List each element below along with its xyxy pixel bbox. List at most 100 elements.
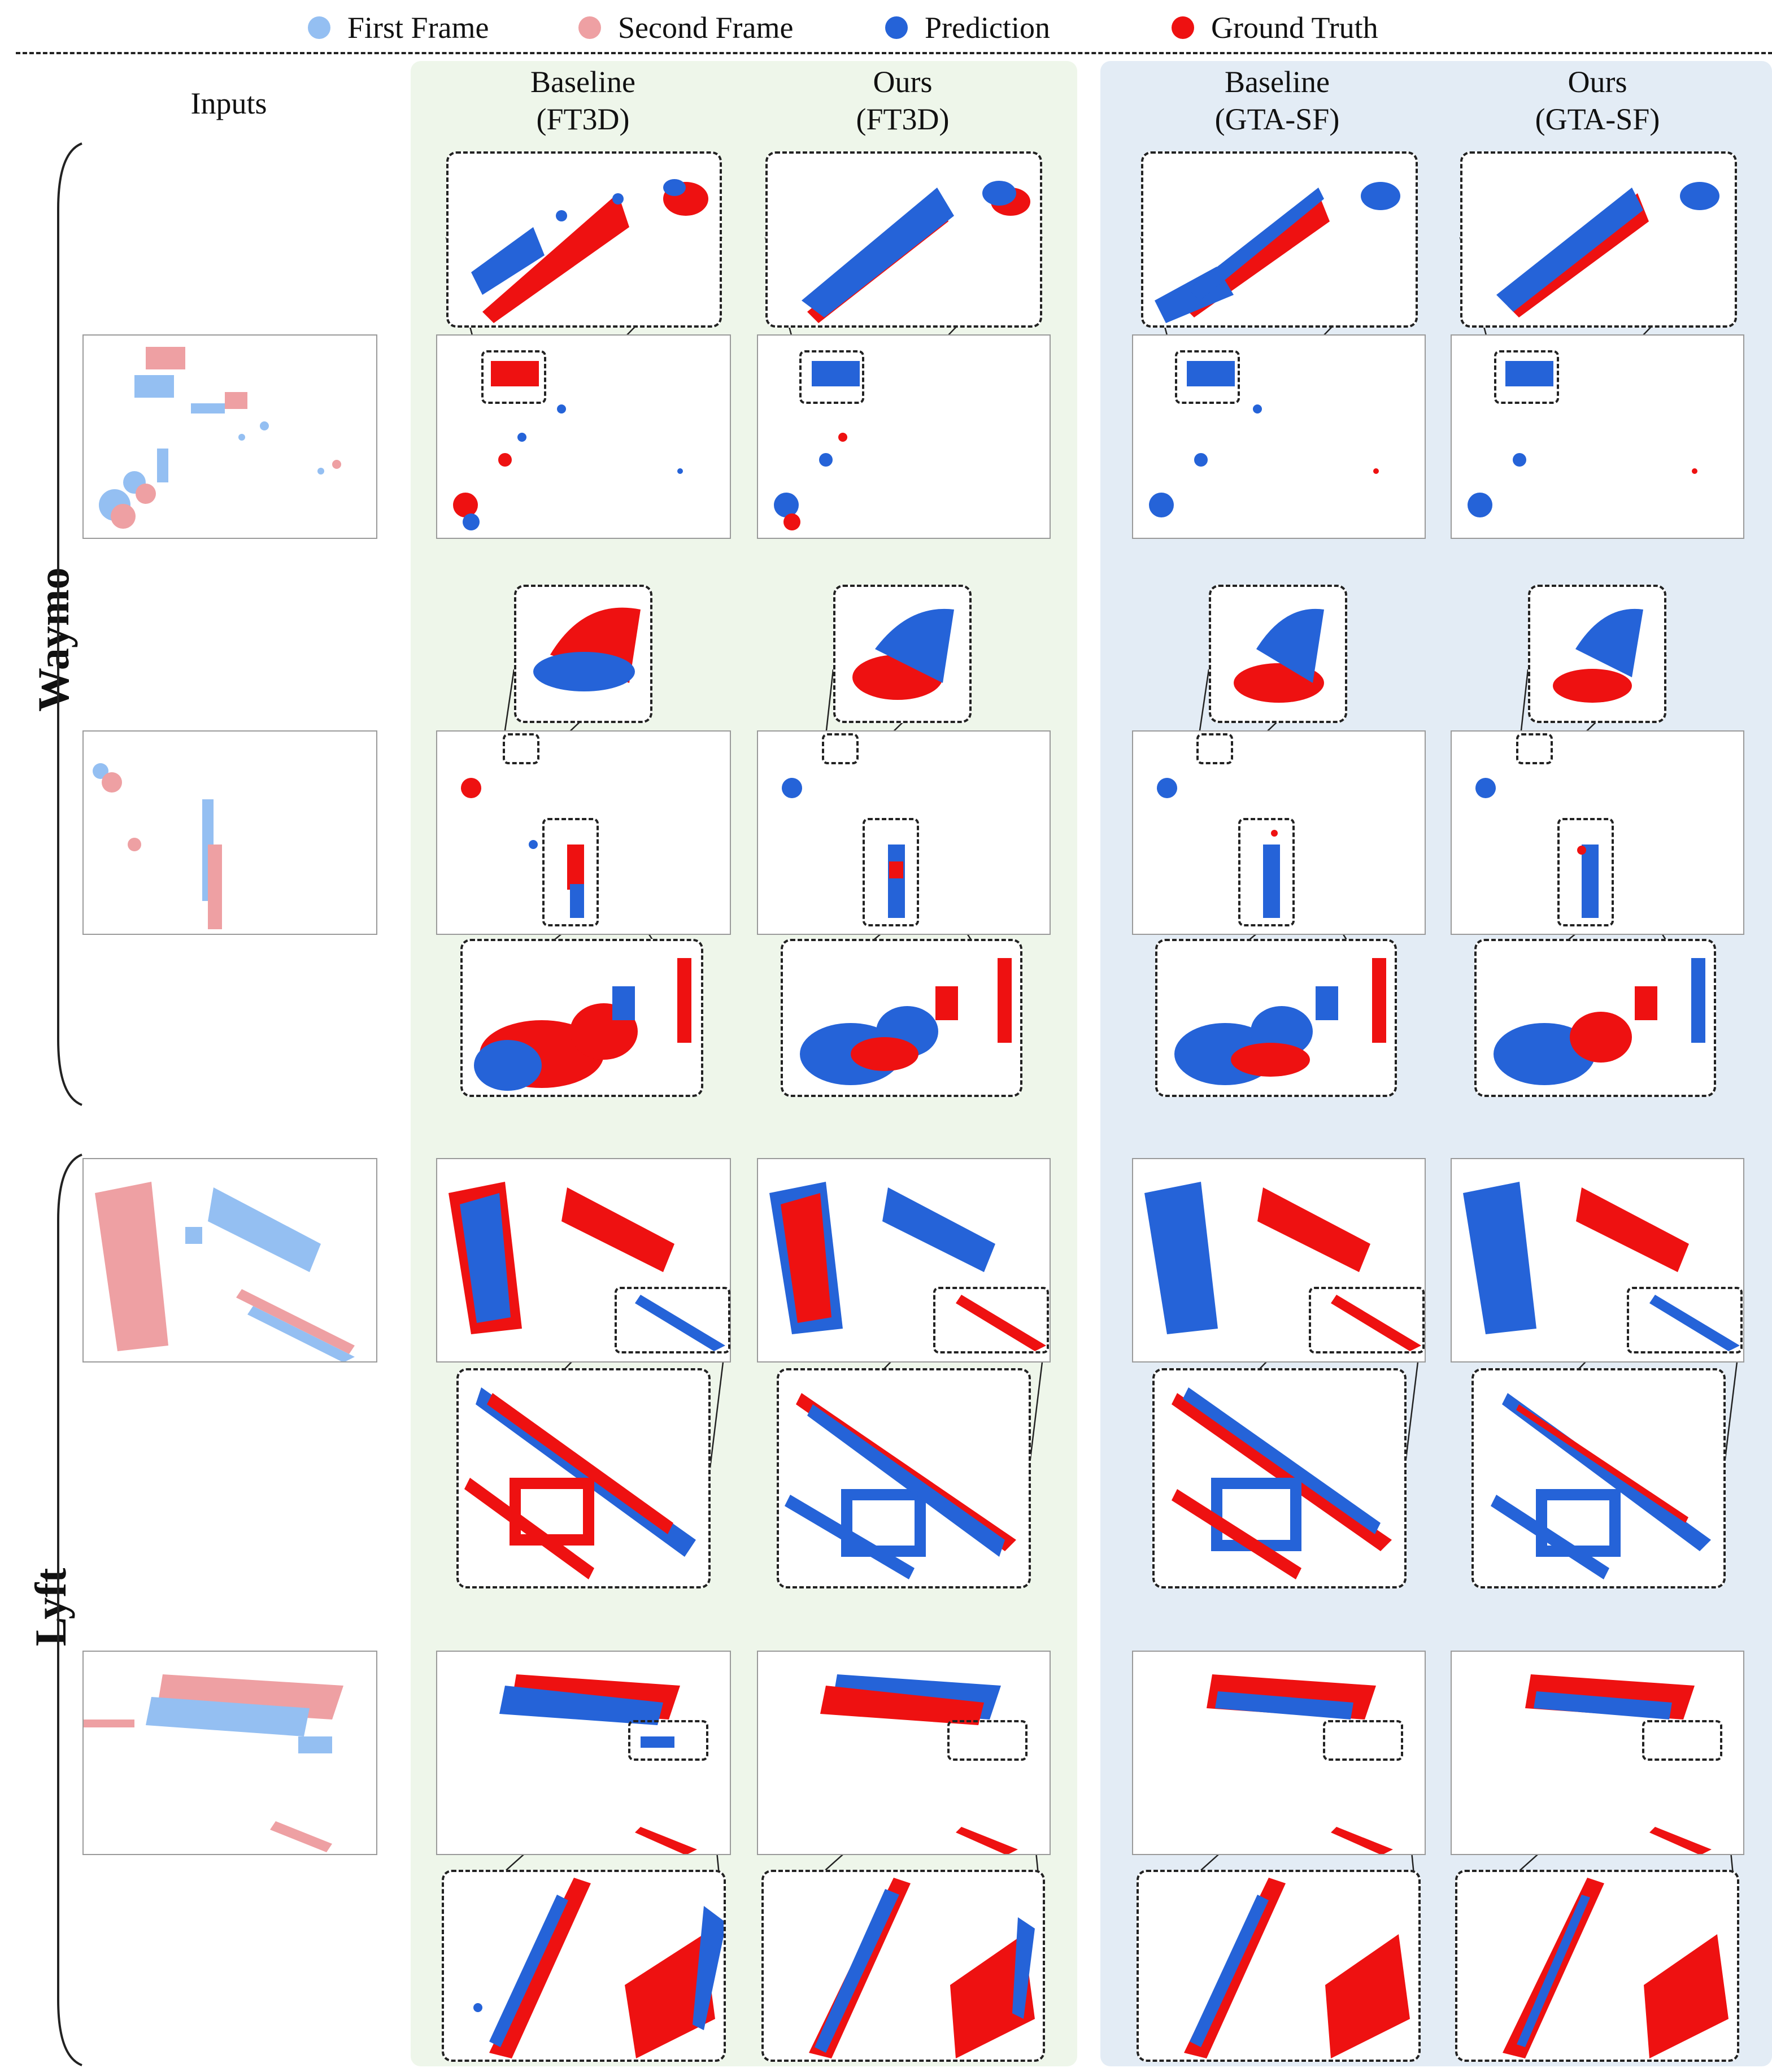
point-cloud-scene — [84, 1674, 343, 1852]
header-line: Ours — [1568, 65, 1627, 99]
waymo-2-ours-gta-roi-bottom — [1557, 818, 1614, 926]
waymo-1-ours-ft3d-roi — [799, 350, 864, 404]
legend-item-prediction: Prediction — [885, 8, 1050, 47]
lyft-1-baseline-ft3d-roi — [615, 1287, 730, 1353]
waymo-1-baseline-ft3d-roi — [481, 350, 546, 404]
waymo-1-ours-ft3d-image — [757, 334, 1051, 539]
lyft-brace — [57, 1153, 82, 2066]
zoom-point-cloud — [474, 958, 691, 1091]
waymo-2-baseline-gta-bottom-zoom — [1155, 939, 1397, 1097]
zoom-point-cloud — [471, 179, 708, 323]
waymo-1-baseline-gta-zoom — [1141, 151, 1418, 328]
lyft-1-baseline-gta-roi — [1309, 1287, 1425, 1353]
waymo-1-baseline-gta-image — [1132, 334, 1426, 539]
header-line: (GTA-SF) — [1535, 102, 1660, 136]
point-cloud-scene — [1475, 778, 1599, 918]
lyft-2-baseline-ft3d-roi — [628, 1720, 708, 1761]
prediction-dot-icon — [885, 16, 908, 39]
point-cloud-scene — [769, 1182, 1046, 1351]
header-line: (FT3D) — [856, 102, 950, 136]
point-cloud-scene — [782, 778, 905, 918]
column-header-inputs: Inputs — [190, 86, 267, 120]
header-line: (GTA-SF) — [1214, 102, 1340, 136]
point-cloud-scene — [99, 347, 341, 529]
lyft-2-ours-gta-image — [1451, 1651, 1744, 1855]
waymo-2-ours-gta-bottom-zoom — [1474, 939, 1716, 1097]
zoom-point-cloud — [1234, 608, 1324, 703]
lyft-2-input-image — [82, 1651, 377, 1855]
lyft-1-ours-gta-image — [1451, 1158, 1744, 1363]
waymo-2-baseline-ft3d-bottom-zoom — [460, 939, 703, 1097]
legend: First Frame Second Frame Prediction Grou… — [0, 8, 1772, 47]
column-header-baseline-ft3d: Baseline (FT3D) — [425, 63, 741, 138]
point-cloud-scene — [774, 361, 860, 530]
point-cloud-scene — [95, 1182, 355, 1361]
zoom-point-cloud — [785, 1393, 1016, 1579]
lyft-2-baseline-ft3d-zoom — [442, 1870, 726, 2062]
point-cloud-scene — [1463, 1182, 1740, 1351]
zoom-point-cloud — [1503, 1878, 1729, 2058]
lyft-2-ours-ft3d-roi — [947, 1720, 1028, 1761]
header-line: Ours — [873, 65, 933, 99]
header-line: (FT3D) — [536, 102, 630, 136]
lyft-2-ours-gta-zoom — [1455, 1870, 1739, 2062]
point-cloud-scene — [461, 778, 584, 918]
lyft-1-ours-ft3d-image — [757, 1158, 1051, 1363]
waymo-1-ours-gta-roi — [1494, 350, 1559, 404]
lyft-2-baseline-gta-zoom — [1137, 1870, 1421, 2062]
waymo-2-baseline-ft3d-top-zoom — [514, 585, 652, 723]
waymo-2-baseline-gta-roi-top — [1196, 733, 1233, 764]
waymo-2-input-image — [82, 730, 377, 935]
waymo-2-ours-ft3d-bottom-zoom — [781, 939, 1022, 1097]
waymo-1-baseline-ft3d-zoom — [446, 151, 722, 328]
lyft-2-baseline-gta-roi — [1323, 1720, 1403, 1761]
waymo-1-baseline-gta-roi — [1175, 350, 1240, 404]
zoom-point-cloud — [809, 1878, 1035, 2058]
zoom-point-cloud — [1184, 1878, 1410, 2058]
waymo-brace — [57, 142, 82, 1106]
lyft-2-ours-ft3d-zoom — [761, 1870, 1045, 2062]
lyft-2-baseline-gta-image — [1132, 1651, 1426, 1855]
zoom-point-cloud — [1496, 182, 1719, 317]
waymo-2-ours-ft3d-top-zoom — [833, 585, 972, 723]
legend-label: Ground Truth — [1211, 11, 1378, 45]
waymo-2-ours-ft3d-roi-top — [822, 733, 859, 764]
lyft-1-baseline-gta-image — [1132, 1158, 1426, 1363]
waymo-2-baseline-gta-roi-bottom — [1238, 818, 1295, 926]
lyft-2-ours-gta-roi — [1642, 1720, 1722, 1761]
zoom-point-cloud — [1155, 182, 1400, 323]
column-header-baseline-gta: Baseline (GTA-SF) — [1119, 63, 1435, 138]
zoom-point-cloud — [1494, 958, 1705, 1085]
point-cloud-scene — [1157, 778, 1280, 918]
lyft-1-ours-gta-roi — [1627, 1287, 1743, 1353]
zoom-point-cloud — [802, 181, 1030, 323]
point-cloud-scene — [820, 1674, 1018, 1854]
zoom-point-cloud — [1174, 958, 1386, 1085]
zoom-point-cloud — [473, 1878, 724, 2058]
lyft-1-baseline-ft3d-image — [436, 1158, 731, 1363]
legend-item-first-frame: First Frame — [308, 8, 489, 47]
lyft-1-baseline-gta-zoom — [1152, 1368, 1407, 1588]
zoom-point-cloud — [852, 608, 954, 700]
legend-item-second-frame: Second Frame — [578, 8, 793, 47]
lyft-1-baseline-ft3d-zoom — [456, 1368, 711, 1588]
waymo-1-ours-gta-zoom — [1460, 151, 1737, 328]
legend-label: Prediction — [925, 11, 1050, 45]
point-cloud-scene — [1144, 1182, 1421, 1351]
waymo-2-baseline-ft3d-roi-top — [503, 733, 539, 764]
zoom-point-cloud — [1172, 1387, 1392, 1579]
zoom-point-cloud — [1553, 608, 1643, 703]
lyft-1-input-image — [82, 1158, 377, 1363]
lyft-1-ours-ft3d-zoom — [777, 1368, 1031, 1588]
point-cloud-scene — [453, 361, 683, 530]
point-cloud-scene — [1207, 1674, 1393, 1854]
header-line: Baseline — [530, 65, 635, 99]
waymo-2-ours-gta-image — [1451, 730, 1744, 935]
waymo-1-ours-ft3d-zoom — [765, 151, 1042, 328]
point-cloud-scene — [1525, 1674, 1712, 1854]
zoom-point-cloud — [1491, 1393, 1711, 1579]
legend-divider — [16, 52, 1772, 54]
first-frame-dot-icon — [308, 16, 330, 39]
legend-item-ground-truth: Ground Truth — [1172, 8, 1378, 47]
point-cloud-scene — [449, 1182, 725, 1351]
